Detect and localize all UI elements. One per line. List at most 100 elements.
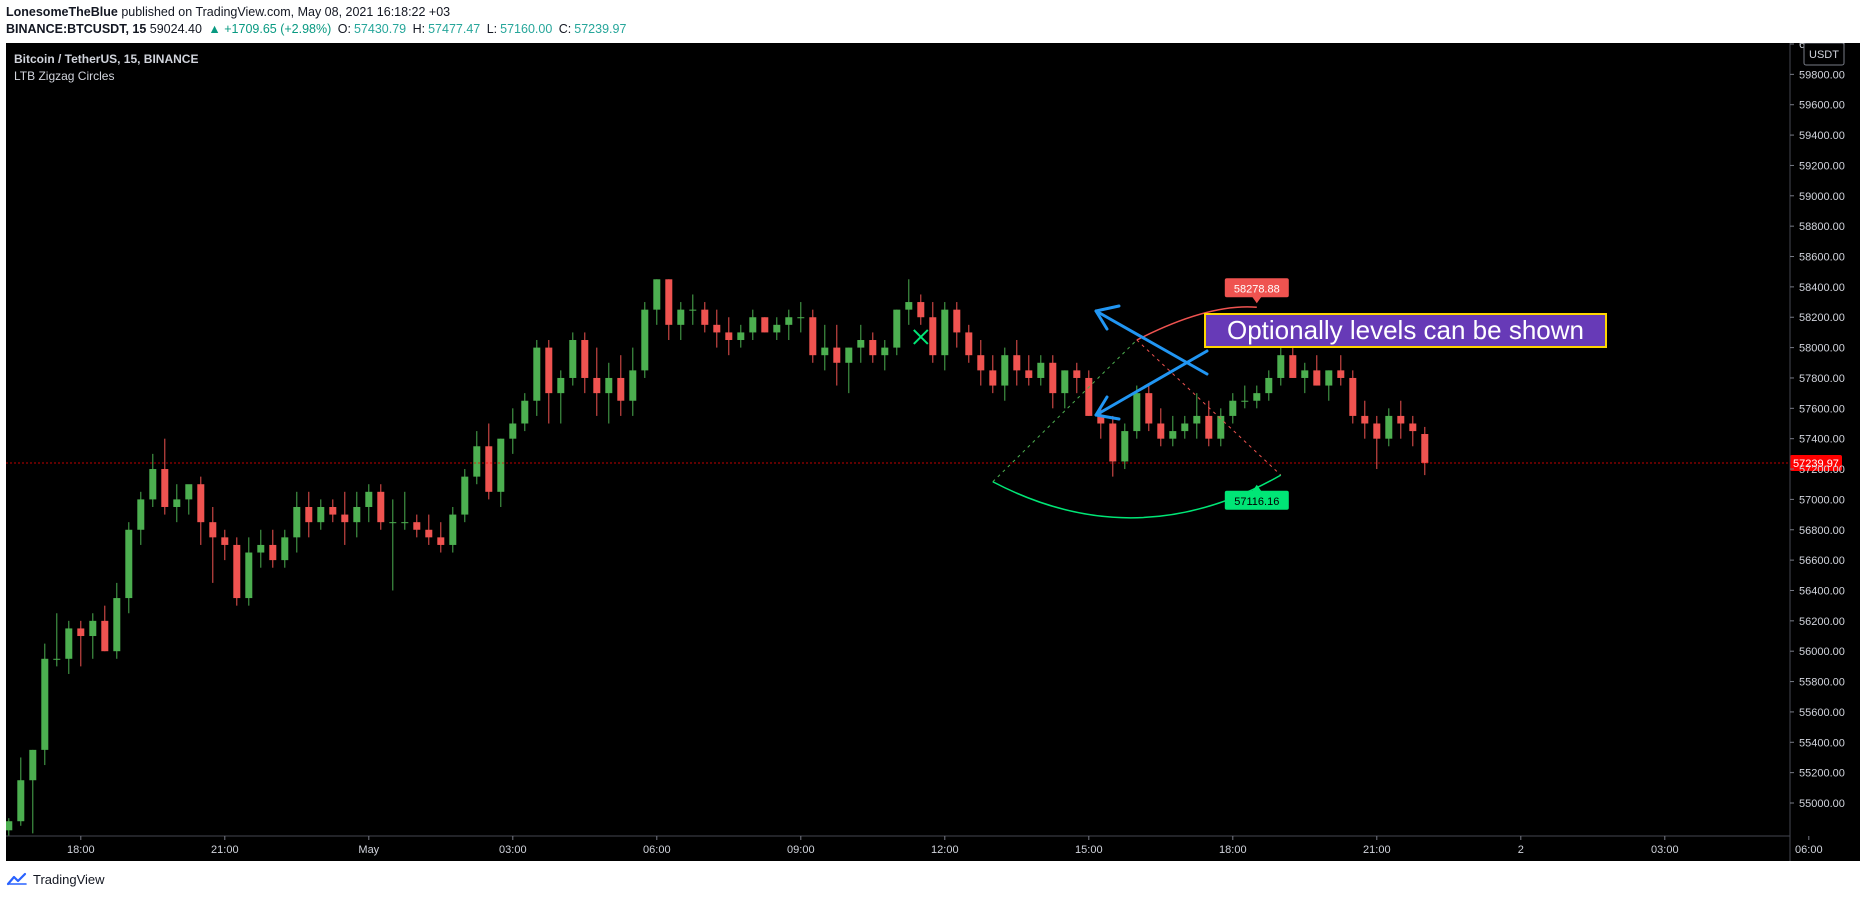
candle-body xyxy=(701,309,709,325)
price-tick-label: 55000.00 xyxy=(1799,798,1845,810)
candle xyxy=(17,757,25,826)
candle-body xyxy=(329,506,337,515)
candle-body xyxy=(1397,415,1405,424)
chart-background xyxy=(6,43,1860,861)
price-tick-label: 58400.00 xyxy=(1799,282,1845,294)
time-axis[interactable]: 18:00 21:00 May 03:00 06:00 09:00 12:00 15:00 18… xyxy=(67,836,1860,856)
candle xyxy=(1001,347,1009,401)
candle xyxy=(377,484,385,530)
candle-body xyxy=(293,506,301,538)
candle-body xyxy=(809,317,817,356)
candle-body xyxy=(1385,415,1393,439)
candle xyxy=(161,438,169,515)
candle-body xyxy=(1049,362,1057,394)
high-level-label: 58278.88 xyxy=(1224,278,1289,304)
candle-body xyxy=(785,317,793,325)
candle xyxy=(389,499,397,591)
low-value: 57160.00 xyxy=(500,22,553,36)
candle xyxy=(1169,415,1177,447)
candle xyxy=(449,506,457,553)
candle-body xyxy=(881,347,889,356)
current-price-tag-label: 57239.97 xyxy=(1793,458,1839,470)
candle xyxy=(257,529,265,568)
candle xyxy=(653,279,661,325)
candle xyxy=(77,620,85,667)
candle-body xyxy=(521,400,529,424)
candle-body xyxy=(281,537,289,561)
low-level-label: 57116.16 xyxy=(1224,484,1289,510)
candle-body xyxy=(1229,400,1237,416)
candle-body xyxy=(929,317,937,356)
candle xyxy=(917,294,925,325)
candle-body xyxy=(1349,377,1357,416)
candle xyxy=(1397,400,1405,439)
candle xyxy=(893,309,901,356)
time-tick-label: 06:00 xyxy=(1795,844,1823,856)
close-label: C: xyxy=(558,22,572,36)
candle-body xyxy=(389,522,397,524)
candle xyxy=(941,302,949,371)
candle-body xyxy=(101,620,109,652)
time-tick-label: 03:00 xyxy=(1651,844,1679,856)
footer-brand[interactable]: TradingView xyxy=(6,868,105,890)
candle xyxy=(701,302,709,333)
candle-body xyxy=(725,332,733,341)
candle-body xyxy=(233,544,241,599)
candles-layer xyxy=(6,279,1429,837)
current-price-tag-bg xyxy=(1790,454,1842,471)
candle xyxy=(689,294,697,325)
candle-body xyxy=(857,340,865,348)
chart-canvas[interactable]: 57239.97 58278.88 57116.16 55000.00 55200.0… xyxy=(6,43,1860,861)
price-tick-label: 58600.00 xyxy=(1799,252,1845,264)
candle-body xyxy=(593,377,601,394)
candle xyxy=(1313,355,1321,386)
candle-body xyxy=(65,628,73,659)
author-name[interactable]: LonesomeTheBlue xyxy=(6,5,118,19)
candle xyxy=(29,749,37,834)
candle-body xyxy=(125,529,133,599)
candle xyxy=(1421,426,1429,476)
candle-body xyxy=(1277,355,1285,378)
arrow-down-line xyxy=(1094,349,1209,417)
candle xyxy=(245,537,253,606)
annotation-box[interactable] xyxy=(1204,313,1607,348)
candle xyxy=(1409,415,1417,447)
candle xyxy=(1361,400,1369,439)
time-tick-label: 06:00 xyxy=(643,844,671,856)
candle xyxy=(65,620,73,674)
low-level-label-text: 57116.16 xyxy=(1234,496,1279,508)
publish-header: LonesomeTheBlue published on TradingView… xyxy=(6,4,629,38)
candle-body xyxy=(989,370,997,386)
time-tick-label: May xyxy=(358,844,379,856)
high-label: H: xyxy=(412,22,426,36)
price-tick-label: 59400.00 xyxy=(1799,130,1845,142)
candle xyxy=(977,340,985,386)
candle-body xyxy=(773,324,781,333)
indicator-name[interactable]: LTB Zigzag Circles xyxy=(14,69,114,83)
candle xyxy=(1181,415,1189,439)
candle xyxy=(845,347,853,394)
currency-badge[interactable] xyxy=(1803,43,1845,66)
last-price: 59024.40 xyxy=(149,22,202,36)
candle-body xyxy=(965,332,973,356)
candle-body xyxy=(197,484,205,523)
candle xyxy=(1229,393,1237,424)
candle xyxy=(773,317,781,341)
symbol-label: BINANCE:BTCUSDT, 15 xyxy=(6,22,147,36)
candle xyxy=(497,438,505,507)
candle xyxy=(629,347,637,416)
zigzag-line-up xyxy=(992,339,1138,483)
candle xyxy=(485,423,493,500)
candle xyxy=(965,324,973,363)
price-tick-label: 58200.00 xyxy=(1799,312,1845,324)
candle-body xyxy=(341,514,349,523)
candle xyxy=(545,340,553,424)
chart-title: Bitcoin / TetherUS, 15, BINANCE xyxy=(14,52,198,66)
candle-body xyxy=(365,491,373,507)
candle-body xyxy=(1265,377,1273,394)
candle xyxy=(749,309,757,341)
candle-body xyxy=(173,499,181,507)
candle xyxy=(869,332,877,363)
price-tick-label: 57200.00 xyxy=(1799,464,1845,476)
x-marker-stroke xyxy=(913,329,929,345)
